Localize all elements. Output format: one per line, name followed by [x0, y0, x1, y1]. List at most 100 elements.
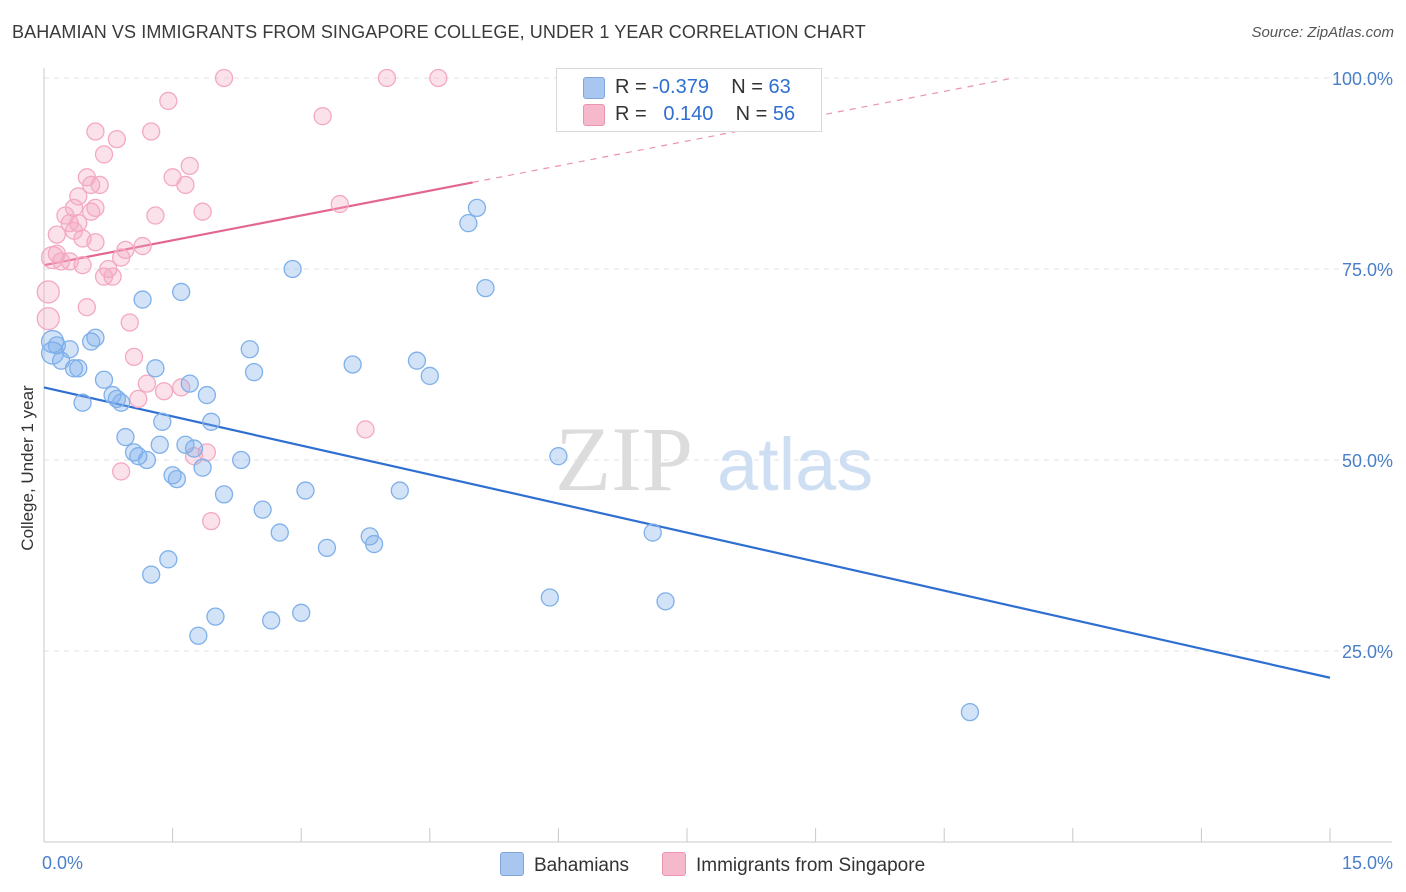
point-singapore-31: [120, 313, 139, 332]
point-singapore-37: [146, 206, 165, 225]
point-bahamians-18: [137, 450, 157, 470]
point-bahamians-17: [133, 290, 152, 309]
legend-r-value-bahamians: -0.379: [652, 76, 709, 98]
point-bahamians-26: [172, 282, 191, 302]
point-singapore-13: [73, 256, 92, 275]
point-bahamians-50: [407, 351, 427, 370]
point-singapore-53: [429, 68, 448, 88]
point-singapore-33: [129, 389, 148, 409]
point-singapore-52: [377, 68, 397, 88]
point-singapore-4: [47, 225, 67, 244]
point-singapore-38: [154, 382, 174, 401]
trend-line-dashed-1: [472, 77, 1014, 184]
point-bahamians-7: [73, 393, 92, 412]
point-singapore-34: [133, 236, 152, 256]
point-singapore-36: [142, 122, 161, 141]
point-bahamians-19: [142, 565, 161, 584]
point-bahamians-37: [240, 340, 259, 359]
point-bahamians-38: [244, 362, 264, 382]
point-singapore-22: [90, 175, 109, 195]
axes: [43, 68, 1392, 843]
point-singapore-39: [159, 91, 178, 111]
x-tick-label-min: 0.0%: [42, 853, 83, 873]
point-singapore-51: [356, 420, 375, 439]
point-bahamians-34: [206, 607, 225, 626]
point-bahamians-35: [214, 485, 234, 504]
point-singapore-41: [172, 378, 191, 397]
data-points: [36, 68, 980, 722]
y-tick-label: 50.0%: [1342, 451, 1393, 471]
point-bahamians-45: [317, 538, 337, 558]
point-singapore-1: [36, 307, 60, 331]
bottom-legend-label-singapore: Immigrants from Singapore: [696, 855, 926, 876]
point-bahamians-20: [146, 359, 165, 378]
legend-swatch-singapore: [583, 104, 605, 126]
point-singapore-45: [193, 202, 212, 221]
point-bahamians-14: [116, 427, 135, 447]
point-bahamians-10: [94, 370, 114, 389]
point-bahamians-51: [420, 366, 439, 386]
bottom-legend-label-bahamians: Bahamians: [534, 855, 630, 876]
trend-line-0: [43, 386, 1331, 679]
point-singapore-49: [313, 107, 332, 126]
point-bahamians-48: [364, 534, 384, 554]
correlation-legend: R = -0.379 N = 63 R = 0.140 N = 56: [556, 68, 822, 132]
point-bahamians-46: [343, 355, 362, 374]
watermark: ZIP atlas: [555, 408, 873, 510]
point-singapore-19: [86, 233, 105, 252]
point-bahamians-22: [153, 412, 172, 431]
legend-r-label: R =: [615, 76, 647, 98]
point-singapore-50: [330, 194, 349, 214]
point-bahamians-55: [540, 588, 559, 607]
bottom-legend-bahamians: Bahamians: [500, 852, 629, 877]
legend-n-label: N =: [731, 76, 763, 98]
point-singapore-11: [69, 187, 88, 206]
y-tick-label: 25.0%: [1342, 642, 1393, 662]
point-bahamians-16: [129, 447, 148, 466]
point-bahamians-36: [232, 450, 251, 470]
point-bahamians-44: [296, 481, 315, 500]
y-tick-label: 100.0%: [1332, 69, 1393, 89]
point-bahamians-59: [960, 702, 980, 722]
point-bahamians-57: [643, 523, 662, 542]
point-singapore-27: [107, 129, 127, 149]
point-singapore-21: [86, 122, 105, 141]
legend-r-value-singapore: 0.140: [663, 103, 714, 125]
point-bahamians-32: [197, 385, 217, 405]
point-singapore-26: [103, 267, 122, 286]
point-singapore-32: [124, 347, 144, 367]
bottom-legend-singapore: Immigrants from Singapore: [662, 852, 925, 877]
point-bahamians-52: [459, 214, 478, 233]
trend-line-solid-1: [43, 181, 473, 267]
point-bahamians-42: [283, 259, 302, 279]
watermark-atlas: atlas: [717, 423, 873, 506]
chart-source: Source: ZipAtlas.com: [1251, 24, 1394, 41]
point-singapore-20: [86, 198, 105, 218]
legend-swatch-bahamians: [583, 77, 605, 99]
point-singapore-47: [202, 511, 221, 531]
point-bahamians-21: [150, 435, 169, 454]
point-bahamians-13: [112, 393, 131, 412]
point-bahamians-9: [86, 328, 105, 347]
point-singapore-15: [77, 298, 97, 317]
point-bahamians-5: [64, 359, 84, 378]
point-singapore-23: [94, 145, 114, 164]
point-bahamians-33: [202, 412, 221, 431]
point-singapore-42: [176, 175, 195, 195]
legend-n-label: N =: [735, 103, 768, 125]
point-bahamians-43: [292, 603, 311, 622]
point-singapore-43: [180, 156, 199, 176]
tick-labels: 25.0% 50.0% 75.0% 100.0% 0.0% 15.0%: [42, 69, 1393, 873]
point-bahamians-49: [390, 481, 409, 500]
point-bahamians-39: [253, 500, 272, 519]
legend-r-label: R =: [615, 103, 647, 125]
bottom-legend-swatch-bahamians: [500, 852, 524, 876]
point-bahamians-30: [189, 626, 208, 645]
point-bahamians-29: [184, 439, 204, 458]
bottom-legend-swatch-singapore: [662, 852, 686, 876]
point-bahamians-28: [180, 374, 199, 393]
point-singapore-0: [36, 280, 60, 304]
point-bahamians-56: [549, 447, 568, 466]
watermark-zip: ZIP: [555, 408, 693, 510]
gridlines: [44, 77, 1392, 652]
